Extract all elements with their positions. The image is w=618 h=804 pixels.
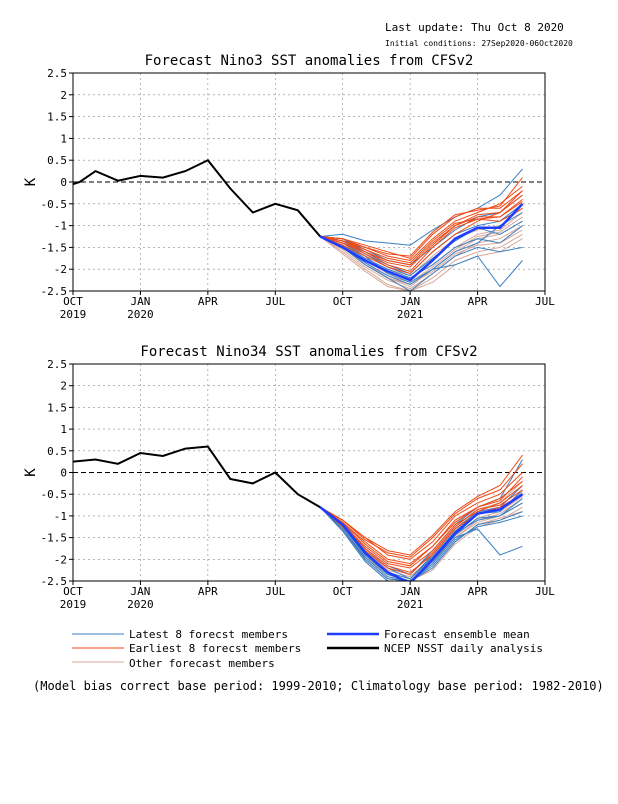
y-tick-label: 2.5 — [47, 358, 67, 371]
x-tick-label: OCT — [63, 295, 83, 308]
x-tick-label: JUL — [535, 585, 555, 598]
earliest-member-line — [319, 480, 523, 565]
earliest-member-line — [320, 194, 523, 275]
ensemble-mean-line — [319, 493, 524, 581]
y-tick-label: 1.5 — [47, 111, 67, 124]
x-tick-label: JAN — [400, 585, 420, 598]
x-tick-label: JAN — [130, 295, 150, 308]
last-update-text: Last update: Thu Oct 8 2020 — [385, 21, 564, 34]
other-member-line — [319, 225, 523, 290]
nino3-chart: Forecast Nino3 SST anomalies from CFSv2 2… — [23, 53, 555, 321]
x-tick-label: APR — [468, 585, 488, 598]
chart-title: Forecast Nino34 SST anomalies from CFSv2 — [140, 344, 477, 360]
chart-title: Forecast Nino3 SST anomalies from CFSv2 — [145, 53, 474, 69]
analysis-line — [73, 445, 321, 509]
x-year-label: 2021 — [397, 308, 424, 321]
other-member-line — [319, 480, 523, 576]
legend-mean-label: Forecast ensemble mean — [384, 628, 530, 641]
earliest-member-line — [319, 463, 523, 558]
y-tick-label: -2.5 — [41, 285, 68, 298]
plot-frame — [72, 72, 546, 292]
nino34-chart: Forecast Nino34 SST anomalies from CFSv2… — [23, 344, 555, 611]
y-tick-label: 1 — [60, 423, 67, 436]
legend-latest-label: Latest 8 forecst members — [129, 628, 288, 641]
y-tick-label: -1.5 — [41, 241, 68, 254]
x-year-label: 2020 — [127, 598, 154, 611]
x-tick-label: OCT — [333, 585, 353, 598]
ensemble-mean-line — [319, 202, 524, 282]
earliest-member-line — [319, 454, 523, 556]
x-tick-label: JUL — [265, 295, 285, 308]
x-tick-label: APR — [468, 295, 488, 308]
y-tick-label: 0 — [60, 467, 67, 480]
y-tick-label: -1.5 — [41, 532, 68, 545]
y-tick-label: -2 — [54, 553, 67, 566]
y-axis-label: K — [23, 177, 39, 186]
y-tick-label: 0 — [60, 176, 67, 189]
x-year-label: 2019 — [60, 308, 87, 321]
earliest-member-line — [319, 476, 523, 567]
plot-frame — [72, 363, 546, 582]
latest-member-line — [319, 506, 523, 581]
plot-area — [73, 158, 524, 291]
x-tick-label: JAN — [400, 295, 420, 308]
x-year-label: 2019 — [60, 598, 87, 611]
legend-earliest-label: Earliest 8 forecst members — [129, 642, 301, 655]
y-axis-label: K — [23, 468, 39, 477]
y-tick-label: 1.5 — [47, 401, 67, 414]
other-member-line — [319, 236, 523, 291]
latest-member-line — [320, 236, 523, 288]
latest-member-line — [319, 236, 523, 291]
y-tick-label: -0.5 — [41, 198, 68, 211]
legend-analysis-label: NCEP NSST daily analysis — [384, 642, 543, 655]
y-tick-label: 2 — [60, 380, 67, 393]
x-tick-label: JAN — [130, 585, 150, 598]
footnote: (Model bias correct base period: 1999-20… — [33, 679, 604, 693]
x-year-label: 2021 — [397, 598, 424, 611]
latest-member-line — [320, 168, 523, 246]
y-tick-label: -2 — [54, 263, 67, 276]
y-tick-label: 0.5 — [47, 445, 67, 458]
legend: Latest 8 forecst members Earliest 8 fore… — [72, 628, 543, 670]
y-tick-label: -1 — [54, 510, 67, 523]
x-year-label: 2020 — [127, 308, 154, 321]
x-tick-label: APR — [198, 585, 218, 598]
plot-area — [73, 445, 524, 581]
y-tick-label: 0.5 — [47, 154, 67, 167]
x-tick-label: OCT — [63, 585, 83, 598]
y-tick-label: 1 — [60, 132, 67, 145]
y-tick-label: -0.5 — [41, 488, 68, 501]
y-tick-label: 2.5 — [47, 67, 67, 80]
x-tick-label: APR — [198, 295, 218, 308]
analysis-line — [73, 158, 321, 238]
earliest-member-line — [320, 201, 523, 272]
latest-member-line — [319, 506, 523, 581]
y-tick-label: 2 — [60, 89, 67, 102]
y-tick-label: -1 — [54, 220, 67, 233]
y-tick-label: -2.5 — [41, 575, 68, 588]
earliest-member-line — [320, 207, 523, 264]
x-tick-label: JUL — [265, 585, 285, 598]
x-tick-label: JUL — [535, 295, 555, 308]
legend-other-label: Other forecast members — [129, 657, 275, 670]
initial-conditions-text: Initial conditions: 27Sep2020-06Oct2020 — [385, 39, 573, 48]
x-tick-label: OCT — [333, 295, 353, 308]
earliest-member-line — [320, 177, 523, 257]
earliest-member-line — [320, 190, 523, 268]
